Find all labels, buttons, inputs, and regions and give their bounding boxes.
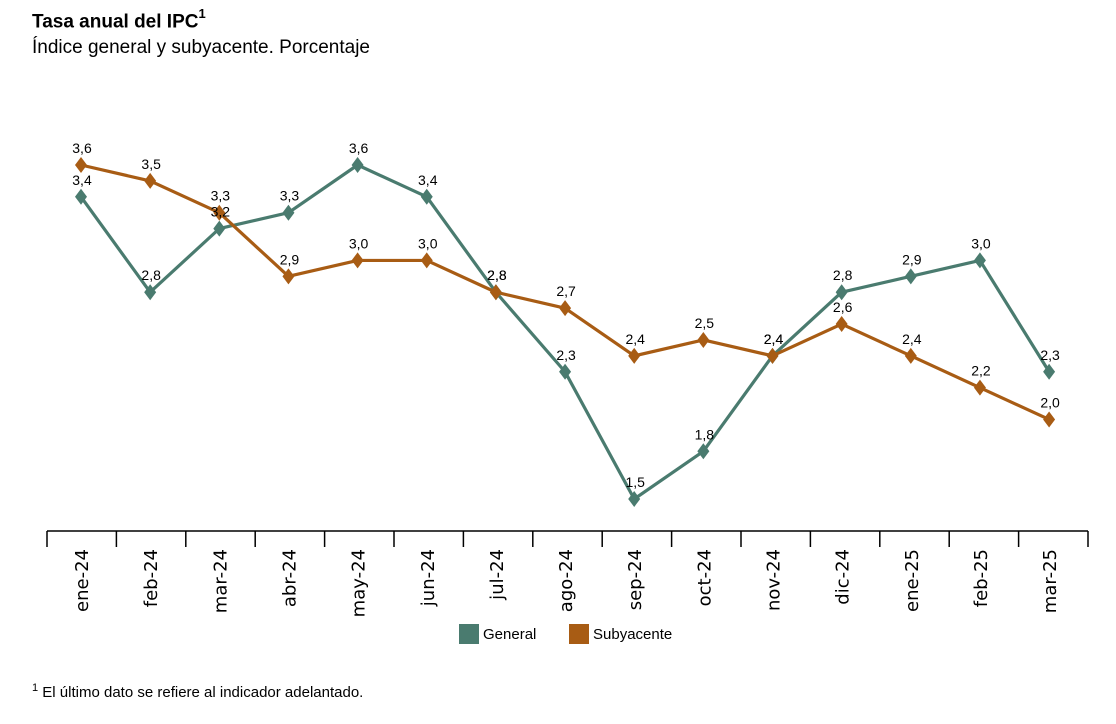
data-point-general [351, 157, 364, 173]
data-label-subyacente: 3,5 [141, 156, 161, 172]
x-tick-label-feb-24: feb-24 [141, 549, 162, 607]
data-label-general: 2,4 [764, 331, 784, 347]
x-tick-label-feb-25: feb-25 [971, 549, 992, 607]
x-tick-label-ene-24: ene-24 [72, 549, 93, 612]
x-tick-label-nov-24: nov-24 [764, 549, 785, 611]
data-label-general: 1,8 [695, 426, 715, 442]
legend-swatch-subyacente [569, 624, 589, 644]
data-label-subyacente: 2,6 [833, 299, 853, 315]
data-point-subyacente [628, 347, 641, 364]
data-point-general [213, 220, 226, 237]
x-tick-label-sep-24: sep-24 [625, 549, 646, 610]
x-tick-label-jul-24: jul-24 [487, 549, 508, 601]
data-point-general [904, 268, 917, 285]
data-label-subyacente: 3,6 [72, 140, 92, 156]
data-label-subyacente: 2,8 [487, 267, 507, 283]
data-label-general: 2,9 [902, 251, 922, 267]
data-label-subyacente: 2,4 [625, 331, 645, 347]
footnote: 1 El último dato se refiere al indicador… [32, 682, 363, 701]
data-label-subyacente: 2,4 [764, 331, 784, 347]
x-tick-label-ago-24: ago-24 [556, 549, 577, 612]
data-label-general: 3,6 [349, 140, 369, 156]
data-point-general [559, 363, 572, 380]
data-point-general [1043, 363, 1056, 380]
data-point-subyacente [973, 379, 986, 396]
data-point-subyacente [282, 268, 295, 285]
x-tick-label-mar-25: mar-25 [1040, 549, 1061, 613]
data-label-general: 3,0 [971, 235, 991, 251]
data-point-general [75, 188, 87, 205]
legend-label-subyacente: Subyacente [593, 625, 673, 643]
x-tick-label-oct-24: oct-24 [694, 549, 715, 606]
data-point-subyacente [559, 300, 572, 317]
data-label-subyacente: 2,5 [695, 315, 715, 331]
data-label-general: 1,5 [625, 474, 645, 490]
data-point-subyacente [420, 252, 433, 269]
data-point-subyacente [904, 347, 917, 364]
data-label-subyacente: 2,2 [971, 363, 991, 379]
data-label-subyacente: 2,4 [902, 331, 922, 347]
legend-item-general: General [459, 624, 536, 644]
data-point-subyacente [1043, 411, 1056, 428]
footnote-mark: 1 [32, 682, 39, 694]
data-label-general: 2,3 [1040, 347, 1060, 363]
x-tick-label-mar-24: mar-24 [210, 549, 231, 613]
data-point-subyacente [766, 347, 779, 364]
data-label-general: 2,8 [487, 267, 507, 283]
chart-title: Tasa anual del IPC1 [32, 6, 206, 33]
data-point-general [144, 284, 157, 301]
data-label-subyacente: 3,0 [418, 235, 438, 251]
data-label-subyacente: 2,9 [280, 251, 300, 267]
data-label-general: 2,8 [141, 267, 161, 283]
x-tick-label-jun-24: jun-24 [418, 549, 439, 607]
x-tick-label-dic-24: dic-24 [833, 549, 854, 605]
data-point-general [282, 204, 295, 221]
footnote-text: El último dato se refiere al indicador a… [42, 684, 364, 701]
data-label-general: 3,4 [72, 172, 92, 188]
data-point-subyacente [144, 172, 157, 189]
data-label-general: 3,3 [280, 188, 300, 204]
data-point-subyacente [213, 204, 226, 221]
data-point-subyacente [351, 252, 364, 269]
x-tick-label-may-24: may-24 [349, 549, 370, 617]
data-label-general: 2,8 [833, 267, 853, 283]
data-point-general [697, 443, 710, 460]
data-point-general [420, 188, 433, 205]
data-label-general: 3,2 [211, 204, 231, 220]
data-point-general [628, 491, 641, 507]
data-point-subyacente [697, 331, 710, 348]
legend-item-subyacente: Subyacente [569, 624, 672, 644]
legend: General Subyacente [0, 624, 1116, 646]
chart-subtitle: Índice general y subyacente. Porcentaje [32, 37, 370, 58]
data-label-subyacente: 2,0 [1040, 394, 1060, 410]
data-label-general: 2,3 [556, 347, 576, 363]
data-label-subyacente: 3,0 [349, 235, 369, 251]
data-label-subyacente: 3,3 [211, 188, 231, 204]
data-point-general [835, 284, 848, 301]
legend-label-general: General [483, 625, 537, 643]
data-point-subyacente [835, 316, 848, 333]
x-tick-label-ene-25: ene-25 [902, 549, 923, 612]
x-tick-label-abr-24: abr-24 [279, 549, 300, 607]
title-footnote-mark: 1 [198, 6, 206, 21]
data-label-subyacente: 2,7 [556, 283, 576, 299]
data-label-general: 3,4 [418, 172, 438, 188]
data-point-general [973, 252, 986, 269]
data-point-subyacente [75, 157, 87, 173]
legend-swatch-general [459, 624, 479, 644]
data-point-subyacente [489, 284, 502, 301]
